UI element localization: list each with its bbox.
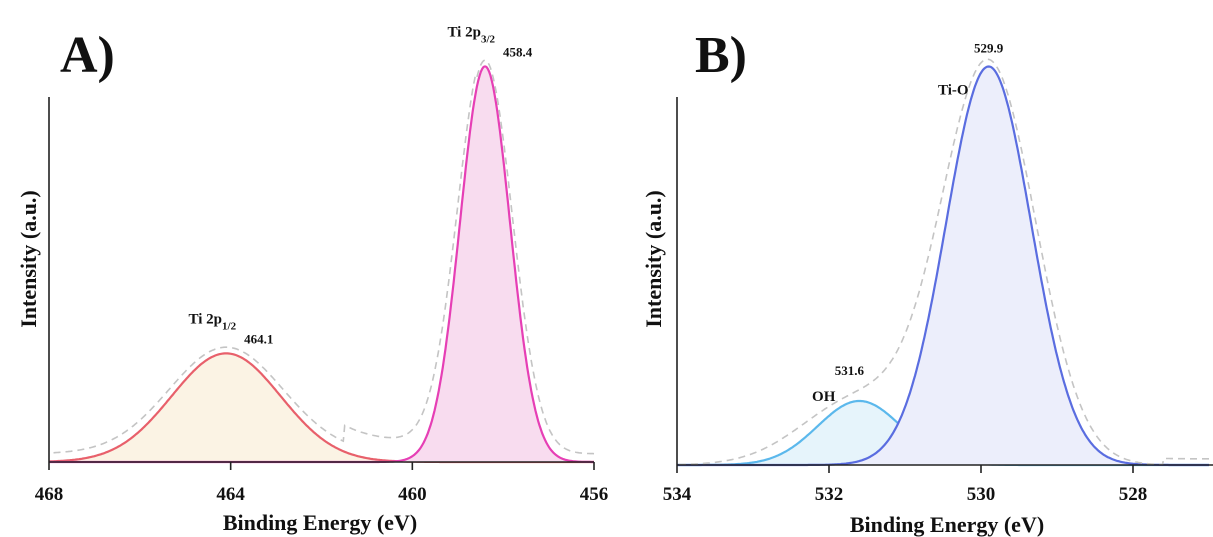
peak-name-0-0: Ti 2p1/2 bbox=[189, 311, 237, 332]
panel-a-label: A) bbox=[60, 27, 115, 84]
x-tick-label-0-1: 464 bbox=[216, 484, 245, 505]
panel-b-x-ticks: 534 532 530 528 bbox=[663, 465, 1148, 505]
panel-a-xlabel: Binding Energy (eV) bbox=[223, 510, 417, 535]
panel-b-chart: B) Intensity (a.u.) Binding Energy (eV) … bbox=[641, 27, 1213, 537]
x-tick-label-0-2: 460 bbox=[398, 484, 427, 505]
panel-b-xlabel: Binding Energy (eV) bbox=[850, 512, 1044, 537]
panel-b-label: B) bbox=[695, 27, 747, 84]
panel-a-x-ticks: 468 464 460 456 bbox=[35, 462, 609, 505]
peak-name-1-0: OH bbox=[812, 389, 836, 405]
x-tick-label-1-3: 528 bbox=[1119, 484, 1148, 505]
x-tick-label-1-1: 532 bbox=[815, 484, 844, 505]
panel-a-chart: A) Intensity (a.u.) Binding Energy (eV) … bbox=[16, 24, 608, 535]
panel-a-ylabel: Intensity (a.u.) bbox=[16, 190, 41, 328]
component-fill-1-0 bbox=[677, 401, 1209, 465]
peak-value-0-1: 458.4 bbox=[503, 44, 533, 59]
panel-b-ylabel: Intensity (a.u.) bbox=[641, 190, 666, 328]
panel-b-plot-area: OH 531.6 Ti-O 529.9 bbox=[677, 41, 1209, 467]
peak-name-0-1: Ti 2p3/2 bbox=[447, 24, 495, 45]
x-tick-label-1-0: 534 bbox=[663, 484, 692, 505]
peak-value-1-0: 531.6 bbox=[835, 363, 865, 378]
envelope-line-0 bbox=[48, 59, 595, 455]
panel-a-plot-area: Ti 2p1/2 464.1 Ti 2p3/2 458.4 bbox=[48, 24, 595, 464]
peak-value-1-1: 529.9 bbox=[974, 41, 1004, 56]
peak-value-0-0: 464.1 bbox=[244, 331, 273, 346]
x-tick-label-0-0: 468 bbox=[35, 484, 64, 505]
x-tick-label-0-3: 456 bbox=[580, 484, 609, 505]
component-fill-1-1 bbox=[677, 66, 1209, 465]
peak-name-1-1: Ti-O bbox=[938, 83, 969, 99]
envelope-line-1 bbox=[677, 58, 1209, 466]
x-tick-label-1-2: 530 bbox=[967, 484, 996, 505]
component-fill-0-1 bbox=[49, 66, 594, 463]
